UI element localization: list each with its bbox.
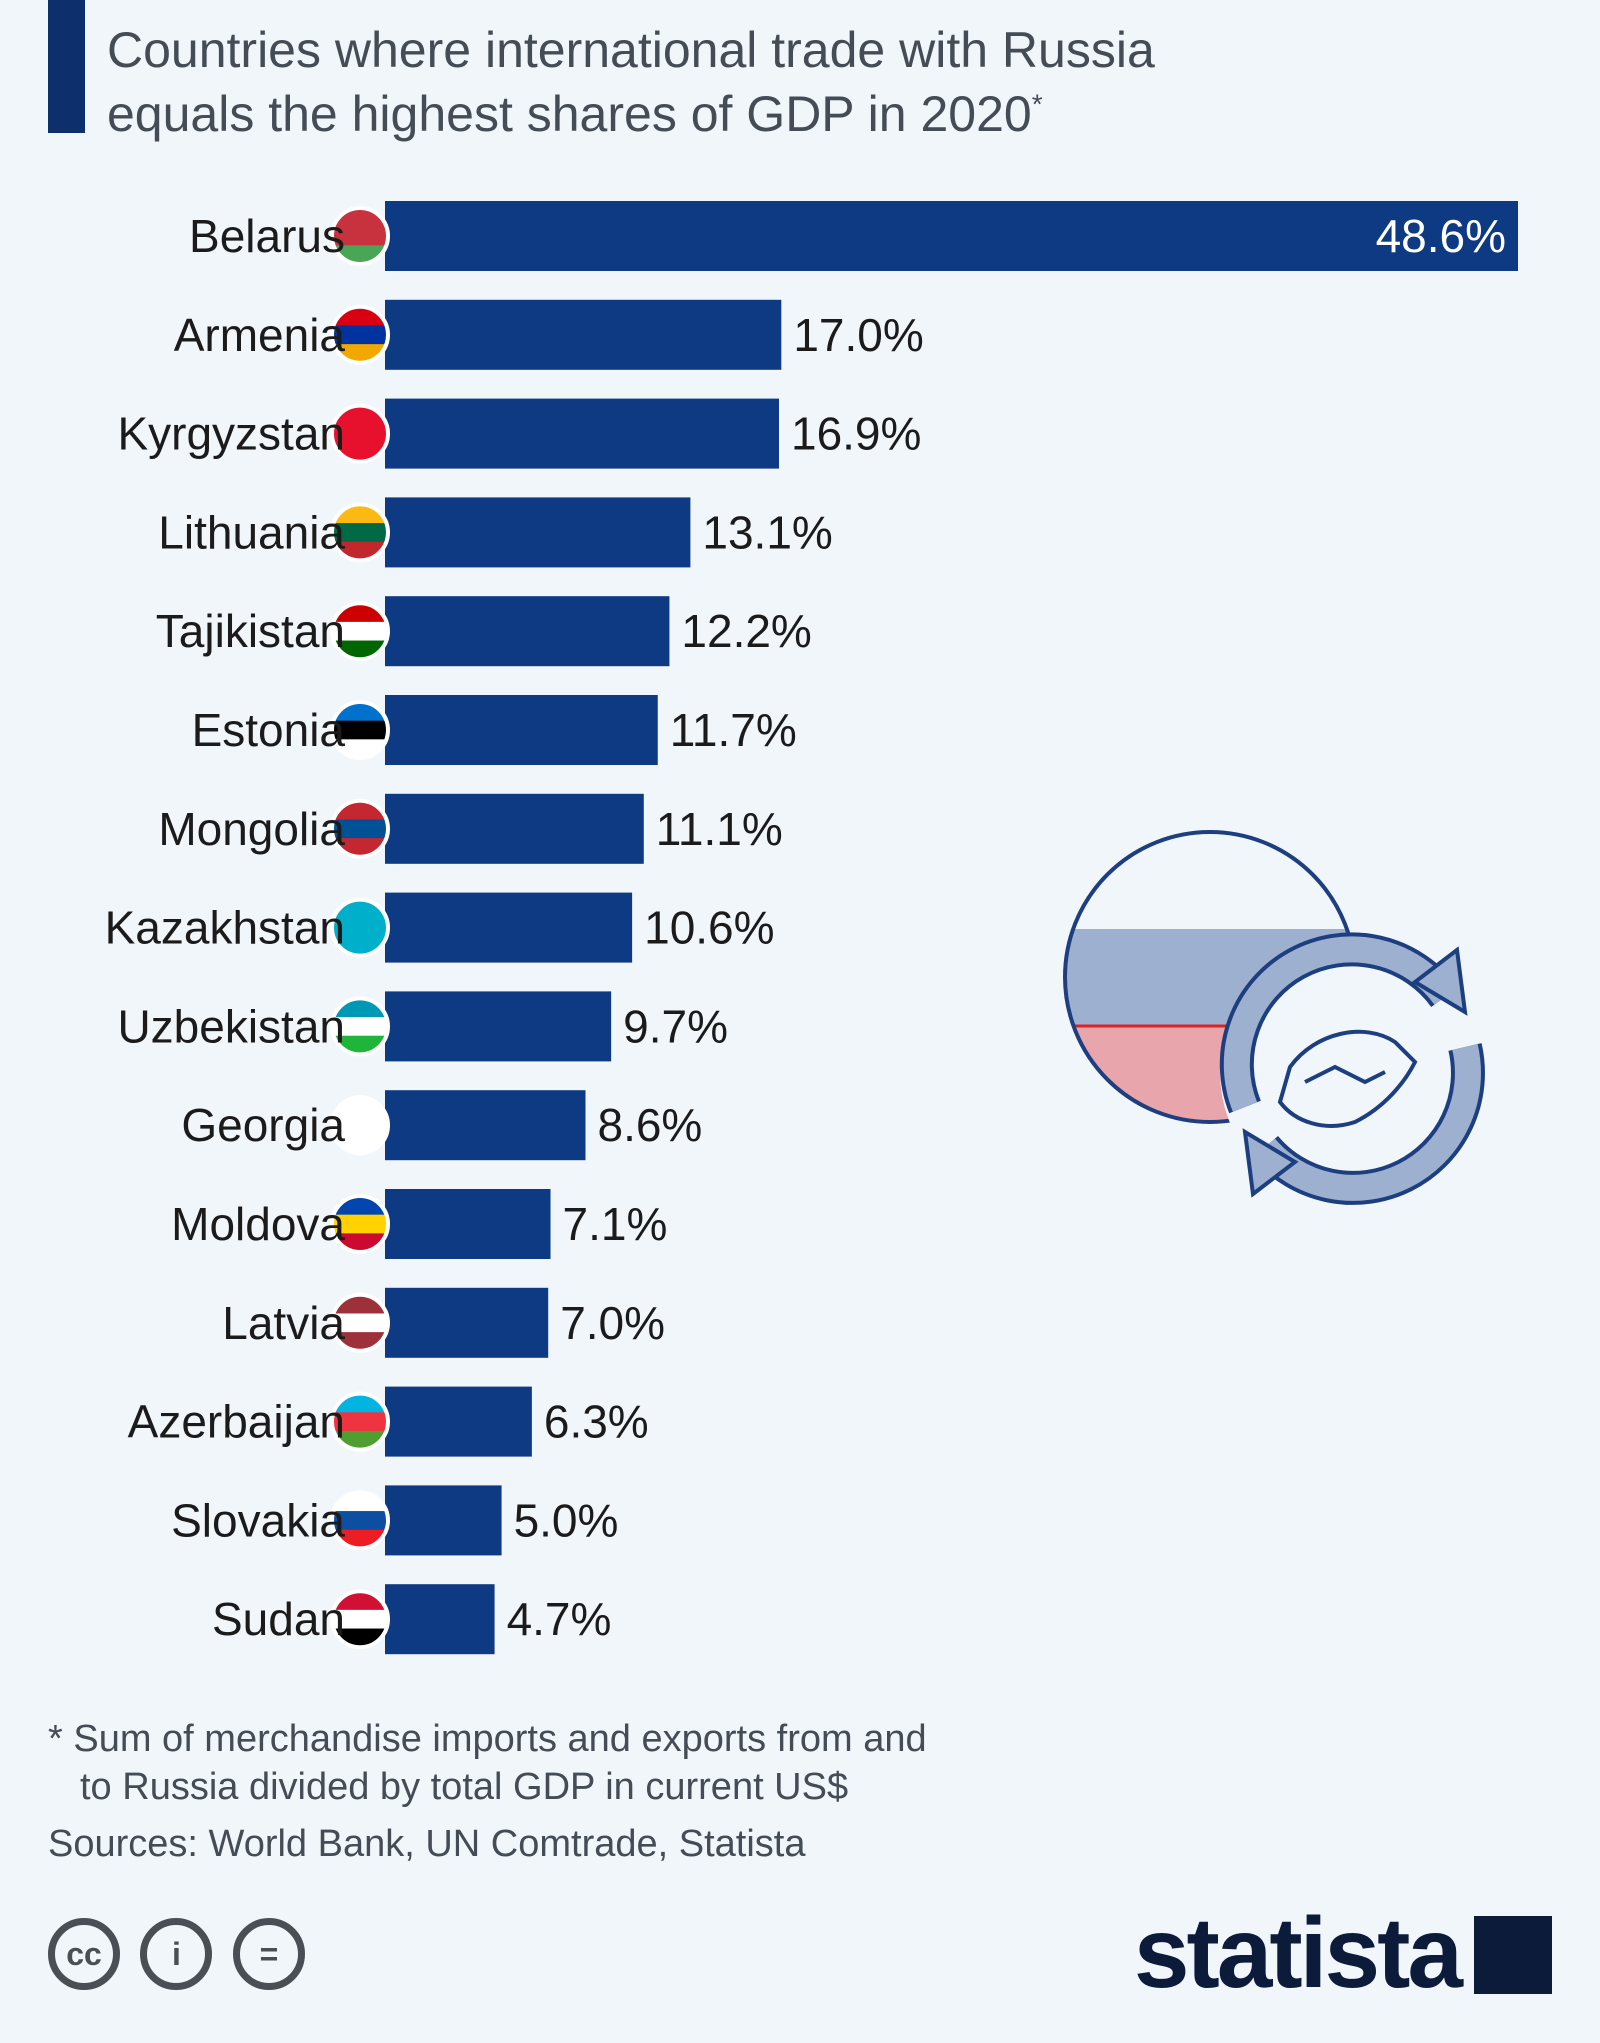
value-label-kyrgyzstan: 16.9% [791, 408, 921, 460]
value-label-uzbekistan: 9.7% [623, 1000, 728, 1052]
value-label-moldova: 7.1% [563, 1198, 668, 1250]
bar-estonia [385, 695, 658, 765]
license-icons: cc i = [48, 1918, 321, 1990]
bar-sudan [385, 1584, 495, 1655]
statista-logo[interactable]: statista [1134, 1903, 1552, 2003]
category-label-tajikistan: Tajikistan [156, 605, 345, 657]
bar-chart: Belarus 48.6% Armenia 17.0% Kyrgyzstan 16.9% L… [105, 201, 1518, 1655]
value-label-kazakhstan: 10.6% [644, 902, 774, 954]
value-label-tajikistan: 12.2% [681, 605, 811, 657]
flag-ring [330, 1391, 390, 1452]
category-label-mongolia: Mongolia [158, 803, 345, 855]
value-label-sudan: 4.7% [507, 1593, 612, 1645]
flag-ring [330, 1589, 390, 1650]
bar-belarus [385, 201, 1518, 271]
flag-ring [330, 206, 390, 266]
footnote-line-2: to Russia divided by total GDP in curren… [80, 1766, 849, 1808]
bar-georgia [385, 1090, 586, 1161]
flag-ring [330, 1194, 390, 1254]
category-label-uzbekistan: Uzbekistan [117, 1000, 345, 1052]
title-accent-bar [48, 0, 85, 133]
value-label-belarus: 48.6% [1376, 210, 1506, 262]
value-label-azerbaijan: 6.3% [544, 1396, 649, 1448]
value-label-georgia: 8.6% [597, 1099, 702, 1151]
flag-ring [330, 502, 390, 563]
bar-azerbaijan [385, 1386, 532, 1457]
bar-slovakia [385, 1485, 502, 1556]
bar-mongolia [385, 793, 644, 864]
category-label-latvia: Latvia [222, 1297, 345, 1349]
bar-lithuania [385, 497, 691, 568]
flag-ring [330, 996, 390, 1057]
bar-moldova [385, 1189, 551, 1259]
value-label-latvia: 7.0% [560, 1297, 665, 1349]
category-label-armenia: Armenia [174, 309, 346, 361]
flag-ring [330, 1095, 390, 1156]
attribution-icon[interactable]: i [140, 1918, 213, 1990]
value-label-estonia: 11.7% [670, 704, 797, 756]
bar-armenia [385, 299, 782, 370]
category-label-belarus: Belarus [189, 210, 345, 262]
category-label-georgia: Georgia [181, 1099, 345, 1151]
bar-kyrgyzstan [385, 398, 779, 469]
title-line-2-wrap: equals the highest shares of GDP in 2020… [107, 82, 1407, 146]
no-derivatives-icon[interactable]: = [232, 1918, 305, 1990]
bars-layer: Belarus 48.6% Armenia 17.0% Kyrgyzstan 16.9% L… [105, 201, 1518, 1655]
footnote-line-1: * Sum of merchandise imports and exports… [48, 1718, 927, 1760]
category-label-kyrgyzstan: Kyrgyzstan [117, 408, 345, 460]
category-label-lithuania: Lithuania [158, 506, 345, 558]
russia-trade-illustration [1063, 830, 1490, 1207]
value-label-slovakia: 5.0% [514, 1494, 619, 1546]
title-line-2: equals the highest shares of GDP in 2020 [107, 86, 1032, 142]
bar-uzbekistan [385, 991, 612, 1062]
flag-ring [330, 1490, 390, 1551]
creative-commons-icon[interactable]: cc [48, 1918, 120, 1990]
flag-ring [330, 304, 390, 365]
bar-kazakhstan [385, 892, 633, 963]
category-label-kazakhstan: Kazakhstan [105, 902, 345, 954]
statista-mark-icon [1474, 1915, 1552, 1994]
title-footnote-marker: * [1031, 88, 1043, 120]
flag-ring [330, 403, 390, 464]
category-label-azerbaijan: Azerbaijan [128, 1396, 345, 1448]
category-label-estonia: Estonia [192, 704, 346, 756]
flag-ring [330, 700, 390, 760]
footnote: * Sum of merchandise imports and exports… [48, 1715, 1148, 1811]
value-label-lithuania: 13.1% [702, 506, 832, 558]
bar-tajikistan [385, 596, 670, 667]
value-label-mongolia: 11.1% [656, 803, 783, 855]
flag-ring [330, 897, 390, 958]
flag-ring [330, 601, 390, 662]
chart-title: Countries where international trade with… [107, 18, 1407, 146]
category-label-slovakia: Slovakia [171, 1494, 345, 1546]
category-label-moldova: Moldova [171, 1198, 345, 1250]
category-label-sudan: Sudan [212, 1593, 345, 1645]
flag-ring [330, 798, 390, 859]
title-line-1: Countries where international trade with… [107, 22, 1155, 78]
value-label-armenia: 17.0% [793, 309, 923, 361]
flag-ring [330, 1292, 390, 1353]
sources: Sources: World Bank, UN Comtrade, Statis… [48, 1823, 806, 1865]
bar-latvia [385, 1287, 549, 1358]
brand-name: statista [1133, 1897, 1463, 2009]
